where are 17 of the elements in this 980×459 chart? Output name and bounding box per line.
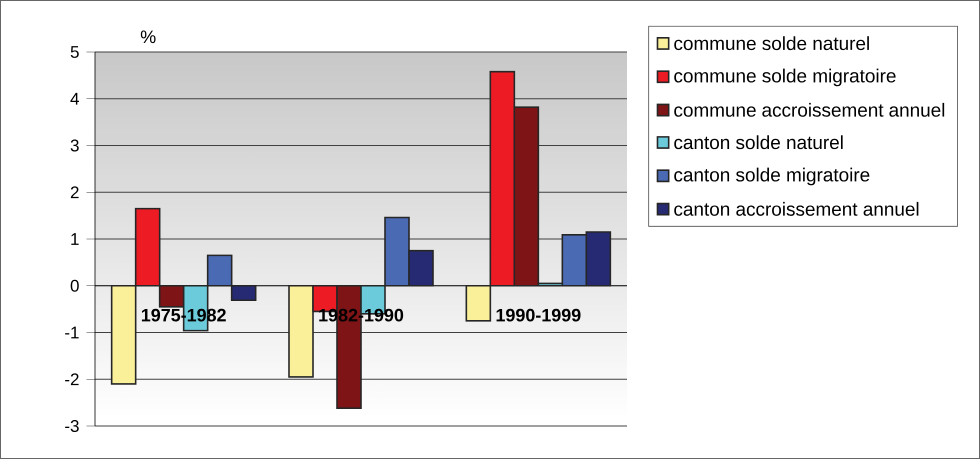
legend-label: commune solde migratoire bbox=[674, 68, 896, 86]
x-tick-label: 1990-1999 bbox=[496, 308, 581, 322]
legend-label: commune accroissement annuel bbox=[674, 102, 944, 117]
y-tick-label: 3 bbox=[70, 140, 79, 152]
y-tick-label: -3 bbox=[65, 420, 79, 432]
y-tick-label: 5 bbox=[70, 46, 79, 58]
y-tick-label: 2 bbox=[70, 186, 79, 198]
legend-label: canton solde migratoire bbox=[674, 168, 870, 186]
legend-label: commune solde naturel bbox=[674, 36, 869, 50]
legend-label: canton accroissement annuel bbox=[674, 202, 918, 216]
y-tick-label: 4 bbox=[70, 92, 79, 105]
legend-label: canton solde naturel bbox=[674, 135, 843, 150]
y-axis-title: % bbox=[140, 30, 156, 44]
y-tick-label: -2 bbox=[65, 373, 79, 386]
y-tick-label: 0 bbox=[70, 280, 79, 292]
y-tick-label: -1 bbox=[65, 326, 79, 338]
y-tick-label: 1 bbox=[71, 233, 79, 245]
